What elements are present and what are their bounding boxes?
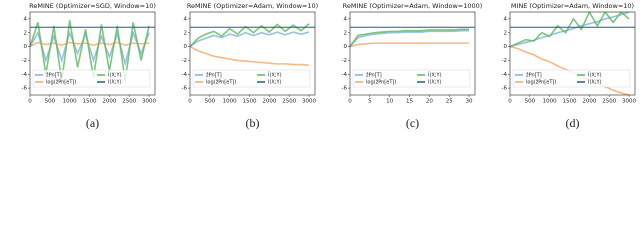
axes-frame bbox=[189, 11, 316, 96]
y-tick-label: 0 bbox=[344, 44, 348, 50]
x-tick-label: 2500 bbox=[282, 99, 296, 105]
y-tick-label: -6 bbox=[22, 86, 28, 92]
axes-frame bbox=[349, 11, 476, 96]
legend-label: I(X;Y) bbox=[428, 80, 442, 86]
chart-title: MINE (Optimizer=Adam, Window=10) bbox=[511, 2, 634, 10]
x-tick-label: 0 bbox=[348, 99, 352, 105]
x-tick-label: 3000 bbox=[302, 99, 316, 105]
caption: (c) bbox=[406, 116, 419, 130]
y-tick-label: 2 bbox=[504, 30, 508, 36]
plot-area bbox=[30, 20, 155, 82]
legend-box bbox=[512, 69, 631, 88]
x-tick-label: 2000 bbox=[582, 99, 596, 105]
caption: (d) bbox=[566, 116, 580, 130]
caption: (b) bbox=[246, 116, 260, 130]
y-tick-label: -4 bbox=[182, 72, 188, 78]
legend-label: Ĩ(X;Y) bbox=[107, 72, 122, 79]
legend-label: Ĩ(X;Y) bbox=[427, 72, 442, 79]
x-tick-label: 2000 bbox=[102, 99, 116, 105]
x-tick-label: 5 bbox=[368, 99, 372, 105]
y-tick-label: -4 bbox=[22, 72, 28, 78]
x-tick-label: 2500 bbox=[602, 99, 616, 105]
y-tick-label: 0 bbox=[184, 44, 188, 50]
series-line bbox=[30, 41, 150, 48]
x-tick-label: 1000 bbox=[63, 99, 77, 105]
y-tick-label: 0 bbox=[24, 44, 28, 50]
legend-label: log(ẑPn[eT]) bbox=[46, 79, 76, 86]
x-tick-label: 0 bbox=[188, 99, 192, 105]
series-line bbox=[30, 20, 150, 82]
series-line bbox=[510, 12, 630, 48]
x-tick-label: 1500 bbox=[563, 99, 577, 105]
x-tick-label: 3000 bbox=[142, 99, 156, 105]
x-tick-label: 30 bbox=[466, 99, 473, 105]
series-line bbox=[510, 12, 630, 48]
x-tick-label: 10 bbox=[386, 99, 393, 105]
x-tick-label: 15 bbox=[406, 99, 413, 105]
x-tick-label: 500 bbox=[205, 99, 216, 105]
x-tick-label: 0 bbox=[508, 99, 512, 105]
x-tick-label: 20 bbox=[426, 99, 433, 105]
series-line bbox=[190, 45, 310, 67]
legend-label: ẑPn[T] bbox=[46, 72, 62, 79]
legend-label: ẑPn[T] bbox=[366, 72, 382, 79]
legend-label: log(ẑPn[eT]) bbox=[206, 79, 236, 86]
legend-label: Ĩ(X;Y) bbox=[587, 72, 602, 79]
y-tick-label: -2 bbox=[182, 58, 187, 64]
y-tick-label: -6 bbox=[502, 86, 508, 92]
legend-label: log(ẑPn[eT]) bbox=[366, 79, 396, 86]
legend-label: log(ẑPn[eT]) bbox=[526, 79, 556, 86]
chart-title: ReMINE (Optimizer=SGD, Window=10) bbox=[29, 2, 156, 10]
legend-label: Ĩ(X;Y) bbox=[267, 72, 282, 79]
y-tick-label: 2 bbox=[344, 30, 348, 36]
x-tick-label: 1500 bbox=[243, 99, 257, 105]
chart-title: ReMINE (Optimizer=Adam, Window=10) bbox=[187, 2, 318, 10]
legend-label: ẑPn[T] bbox=[206, 72, 222, 79]
x-tick-label: 0 bbox=[28, 99, 32, 105]
series-line bbox=[350, 29, 470, 48]
y-tick-label: -2 bbox=[342, 58, 347, 64]
legend-label: I(X;Y) bbox=[108, 80, 122, 86]
y-tick-label: 0 bbox=[504, 44, 508, 50]
legend-label: ẑPn[T] bbox=[526, 72, 542, 79]
y-tick-label: -6 bbox=[342, 86, 348, 92]
y-tick-label: 4 bbox=[24, 16, 28, 22]
plot-area bbox=[350, 26, 475, 48]
x-tick-label: 2000 bbox=[262, 99, 276, 105]
legend-label: I(X;Y) bbox=[588, 80, 602, 86]
x-tick-label: 3000 bbox=[622, 99, 636, 105]
axes-frame bbox=[509, 11, 636, 96]
caption: (a) bbox=[86, 116, 99, 130]
series-line bbox=[350, 28, 470, 48]
axes-frame bbox=[29, 11, 156, 96]
plot-area bbox=[190, 23, 315, 67]
x-tick-label: 1000 bbox=[543, 99, 557, 105]
x-tick-label: 1000 bbox=[223, 99, 237, 105]
y-tick-label: 4 bbox=[184, 16, 188, 22]
x-tick-label: 500 bbox=[45, 99, 56, 105]
figure: ReMINE (Optimizer=SGD, Window=10) (a) -6 -4… bbox=[22, 2, 637, 130]
legend-box bbox=[32, 69, 151, 88]
x-tick-label: 1500 bbox=[83, 99, 97, 105]
y-tick-label: 4 bbox=[504, 16, 508, 22]
x-tick-label: 2500 bbox=[122, 99, 136, 105]
plot-area bbox=[510, 12, 635, 95]
y-tick-label: -4 bbox=[342, 72, 348, 78]
series-line bbox=[190, 23, 310, 48]
y-tick-label: -6 bbox=[182, 86, 188, 92]
series-line bbox=[350, 42, 470, 48]
y-tick-label: 4 bbox=[344, 16, 348, 22]
y-tick-label: 2 bbox=[24, 30, 28, 36]
y-tick-label: -4 bbox=[502, 72, 508, 78]
x-tick-label: 25 bbox=[446, 99, 453, 105]
series-line bbox=[190, 31, 310, 48]
y-tick-label: -2 bbox=[502, 58, 507, 64]
legend-label: I(X;Y) bbox=[268, 80, 282, 86]
y-tick-label: 2 bbox=[184, 30, 188, 36]
legend-box bbox=[192, 69, 311, 88]
y-tick-label: -2 bbox=[22, 58, 27, 64]
legend-box bbox=[352, 69, 471, 88]
chart-title: ReMINE (Optimizer=Adam, Window=1000) bbox=[343, 2, 483, 10]
x-tick-label: 500 bbox=[525, 99, 536, 105]
